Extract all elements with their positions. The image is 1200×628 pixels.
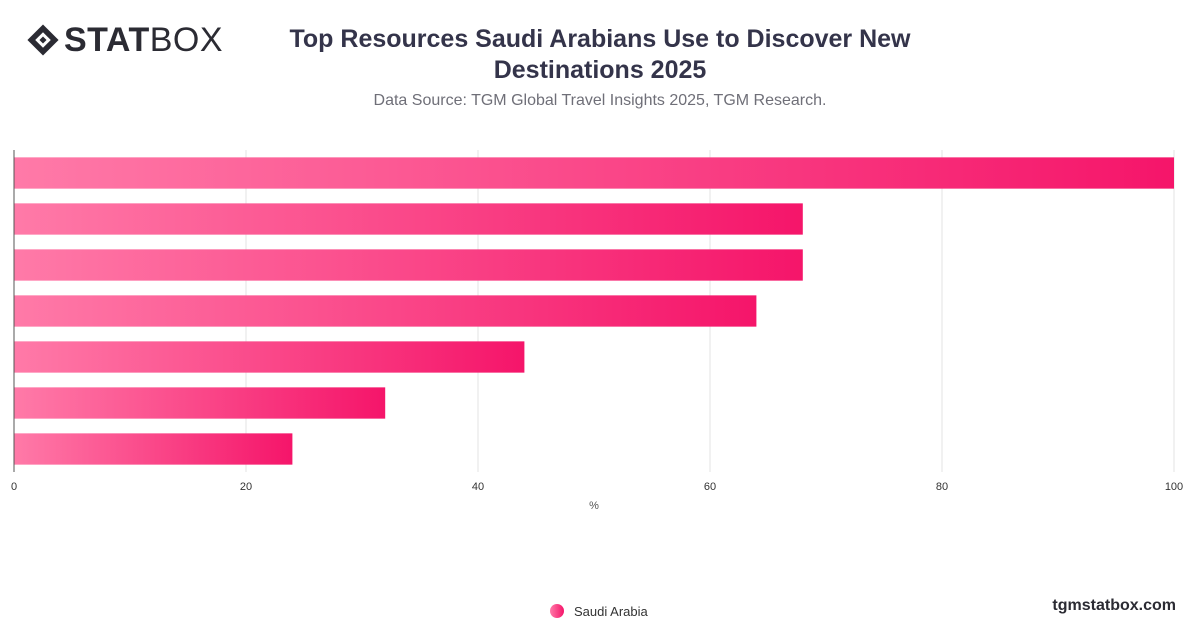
statbox-logo[interactable]: STATBOX (26, 22, 223, 58)
legend-label: Saudi Arabia (574, 603, 648, 619)
bar[interactable] (14, 157, 1174, 189)
bar[interactable] (14, 341, 525, 373)
logo-wordmark: STATBOX (64, 22, 223, 58)
x-tick-label: 40 (472, 481, 484, 493)
bar[interactable] (14, 249, 803, 281)
x-tick-label: 20 (240, 481, 252, 493)
footer-website[interactable]: tgmstatbox.com (1052, 597, 1176, 614)
x-tick-labels: 0 20 40 60 80 100 (11, 481, 1183, 493)
bar[interactable] (14, 203, 803, 235)
bars (14, 157, 1174, 465)
x-tick-label: 100 (1165, 481, 1183, 493)
x-tick-label: 60 (704, 481, 716, 493)
bar[interactable] (14, 433, 293, 465)
x-axis-label: % (589, 500, 599, 512)
chart-subtitle: Data Source: TGM Global Travel Insights … (373, 92, 827, 109)
x-tick-label: 0 (11, 481, 17, 493)
logo-text-strong: STAT (64, 21, 150, 59)
diamond-logo-icon (27, 24, 59, 56)
bar-chart: 0 20 40 60 80 100 % (11, 150, 1183, 512)
legend[interactable]: Saudi Arabia (550, 602, 648, 620)
logo-text-light: BOX (149, 21, 224, 59)
x-tick-label: 80 (936, 481, 948, 493)
legend-marker (550, 604, 564, 618)
bar[interactable] (14, 295, 757, 327)
bar[interactable] (14, 387, 386, 419)
chart-title: Top Resources Saudi Arabians Use to Disc… (289, 25, 911, 84)
